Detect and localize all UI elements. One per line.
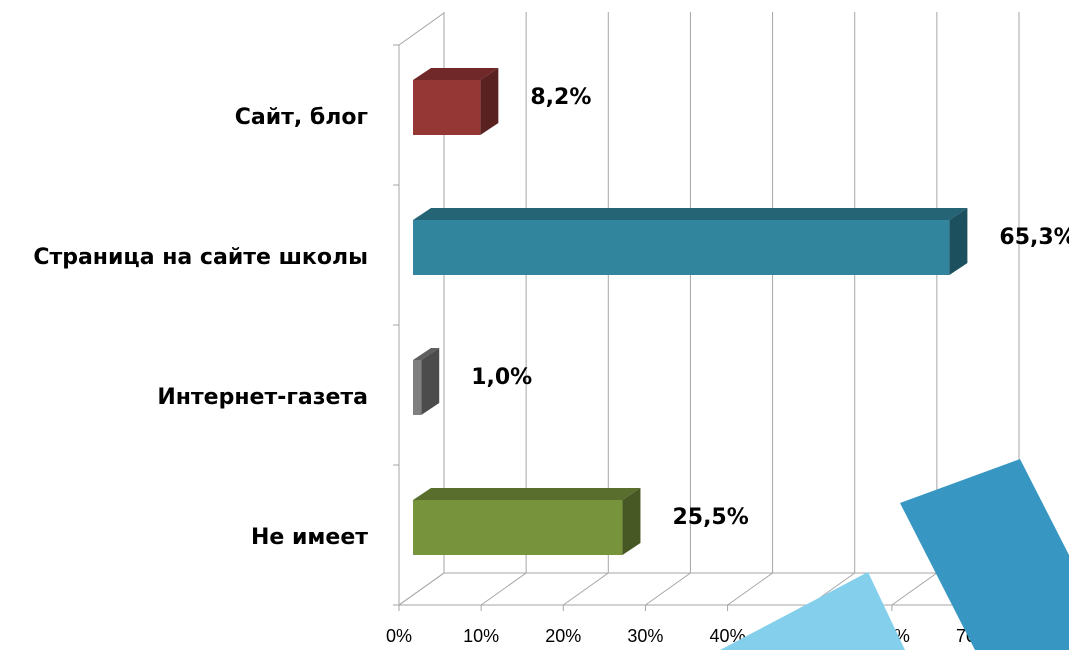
x-tick-label: 20% (545, 626, 581, 646)
category-label: Страница на сайте школы (33, 245, 368, 270)
bar (413, 80, 481, 135)
bar-side (480, 68, 499, 135)
bar (413, 220, 950, 275)
bar-top (413, 68, 499, 80)
x-tick-label: 10% (463, 626, 499, 646)
value-label: 1,0% (471, 365, 532, 390)
bar (413, 360, 422, 415)
grid-line (480, 12, 527, 606)
grid-line (809, 12, 856, 606)
category-label: Интернет-газета (157, 385, 368, 410)
x-tick-label: 30% (627, 626, 663, 646)
category-label: Не имеет (251, 525, 368, 550)
bar-top (413, 488, 641, 500)
grid-line (645, 12, 691, 606)
bar-top (413, 208, 968, 220)
bar-top (413, 348, 440, 360)
bar-side (949, 208, 968, 275)
x-tick-label: 40% (710, 626, 746, 646)
value-label: 65,3% (999, 225, 1069, 250)
decoration (720, 459, 1069, 650)
bar-side (622, 488, 641, 555)
grid-line (562, 12, 609, 606)
grid-line (727, 12, 774, 606)
value-label: 25,5% (672, 505, 748, 530)
category-label: Сайт, блог (235, 105, 368, 130)
value-label: 8,2% (530, 85, 591, 110)
x-tick-label: 0% (386, 626, 412, 646)
grid-line (398, 12, 445, 606)
bar-side (421, 348, 440, 415)
bar (413, 500, 623, 555)
